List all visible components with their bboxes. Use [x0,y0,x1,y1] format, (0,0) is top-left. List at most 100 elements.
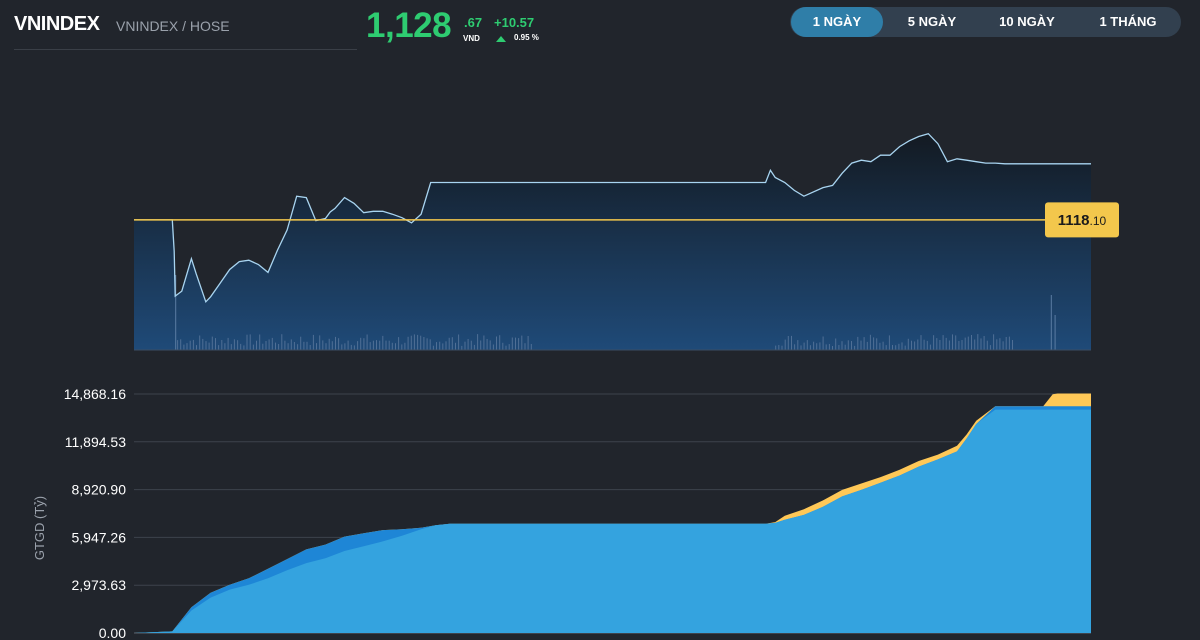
volume-bar [806,340,808,350]
y-tick-label: 14,868.16 [64,386,126,402]
volume-bar [445,341,447,350]
volume-bar [227,337,229,350]
volume-bar [907,338,909,350]
volume-bar [281,334,283,350]
volume-bar [420,335,422,350]
volume-bar [797,340,799,350]
volume-bar [432,345,434,350]
volume-bar [208,342,210,350]
tab-10-days[interactable]: 10 NGÀY [999,14,1055,29]
volume-bar [999,338,1001,350]
volume-bar [775,345,777,350]
volume-bar [262,343,264,350]
volume-bar [825,344,827,350]
volume-bar [508,344,510,350]
volume-bar [971,335,972,350]
volume-bar [265,341,267,350]
volume-bar [945,337,947,350]
volume-bar [325,343,327,350]
volume-bar [948,340,950,350]
volume-bar [246,334,248,350]
volume-bar [297,344,299,350]
tab-1-day[interactable]: 1 NGÀY [791,7,883,37]
volume-bar [350,344,352,350]
volume-bar [470,340,472,350]
volume-bar [275,342,276,350]
volume-bar [385,340,387,350]
volume-bar [876,338,878,350]
y-axis-label: GTGD (Tỷ) [32,496,47,560]
volume-bar [252,344,254,350]
volume-bar [781,345,783,350]
volume-bar [524,343,526,350]
volume-bar [316,343,317,350]
volume-bar [486,339,488,350]
tab-1-month[interactable]: 1 THÁNG [1099,14,1157,29]
volume-bar [809,345,811,350]
volume-bar [341,344,343,350]
volume-bar [287,343,289,350]
volume-bar [221,340,223,350]
price-decimal: .67 [464,15,483,30]
volume-bar [477,334,479,350]
volume-bar [983,336,985,350]
y-tick-label: 8,920.90 [72,482,127,498]
volume-bar [936,338,938,350]
volume-bar [515,337,516,350]
volume-bar [863,337,865,350]
volume-bar [794,344,796,350]
volume-bar [851,341,852,350]
volume-bar [800,345,802,350]
volume-bar [923,339,925,350]
tab-5-days[interactable]: 5 NGÀY [907,14,957,29]
volume-bar [892,345,893,350]
volume-bar [527,336,529,350]
volume-bar [844,344,846,350]
y-tick-label: 0.00 [99,625,126,640]
volume-bar [357,341,359,350]
volume-bar [911,340,912,350]
y-axis-ticks: 0.00 2,973.63 5,947.26 8,920.90 11,894.53 14,… [64,386,127,640]
volume-bar [835,338,837,350]
volume-bar [791,335,792,350]
volume-bar [939,340,941,350]
volume-bar [933,335,935,350]
volume-bar [964,337,966,350]
volume-bar [391,342,393,350]
volume-bar [955,335,957,350]
volume-bar [499,335,501,350]
volume-bar [914,341,916,350]
volume-bar [423,337,425,350]
volume-bar [841,341,843,350]
volume-bar [961,340,963,350]
volume-bar [803,342,805,350]
volume-bar [977,334,979,350]
volume-bar [1050,295,1052,350]
volume-bar [211,336,213,350]
volume-bar [360,337,362,350]
volume-bar [980,338,982,350]
volume-bar [492,344,494,350]
volume-bar [388,340,390,350]
price-change-percent: 0.95 % [514,33,539,42]
volume-bar [319,335,321,350]
volume-bar [1012,340,1013,350]
volume-bar [413,334,415,350]
reference-price-label: 1118.10 [1058,212,1107,229]
volume-bar [511,337,513,350]
volume-bar [926,340,928,350]
volume-bar [290,339,292,350]
volume-bar [347,340,349,350]
volume-bar [530,344,532,350]
volume-bar [322,340,324,350]
volume-bar [300,336,302,350]
volume-bar [974,339,976,350]
y-tick-label: 2,973.63 [72,577,127,593]
volume-bar [920,335,922,350]
volume-bar [372,340,374,350]
volume-bar [312,334,314,350]
exchange-label: VNINDEX / HOSE [116,18,230,34]
volume-bar [293,342,295,350]
volume-bar [376,340,377,350]
